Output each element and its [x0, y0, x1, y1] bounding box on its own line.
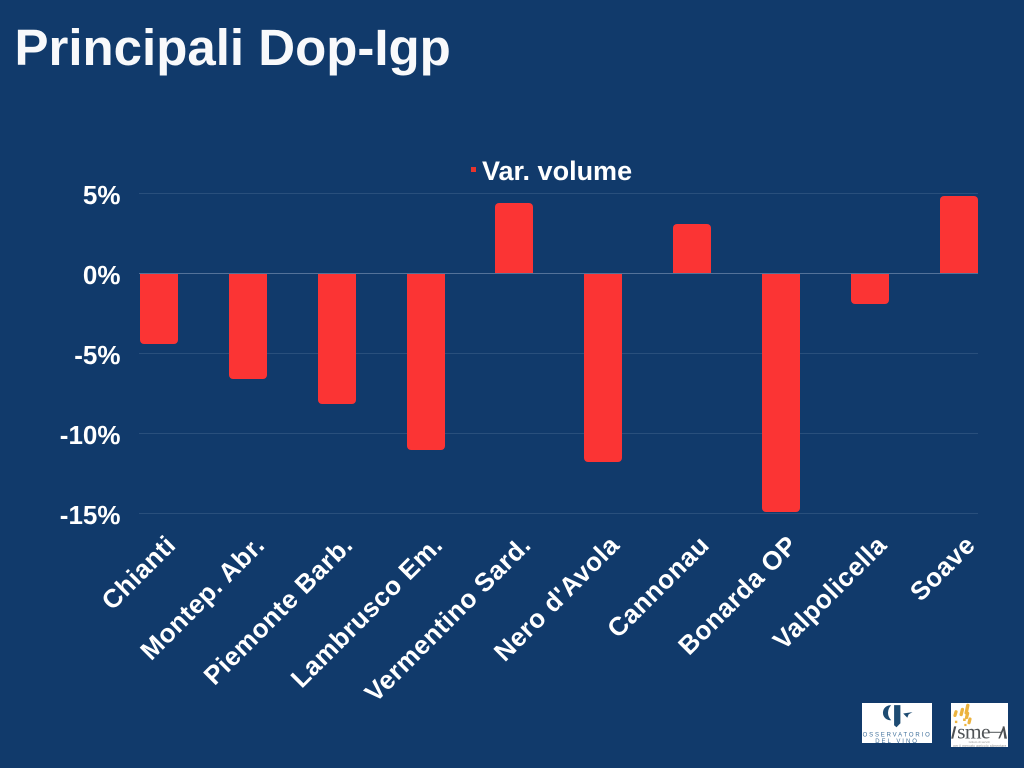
svg-text:sme: sme — [957, 719, 990, 743]
svg-text:DEL VINO: DEL VINO — [875, 738, 919, 743]
svg-text:Istituto di servizi: Istituto di servizi — [969, 740, 991, 744]
svg-text:OSSERVATORIO: OSSERVATORIO — [862, 732, 931, 738]
svg-text:per il mercato agricolo alimen: per il mercato agricolo alimentare — [953, 744, 1006, 747]
